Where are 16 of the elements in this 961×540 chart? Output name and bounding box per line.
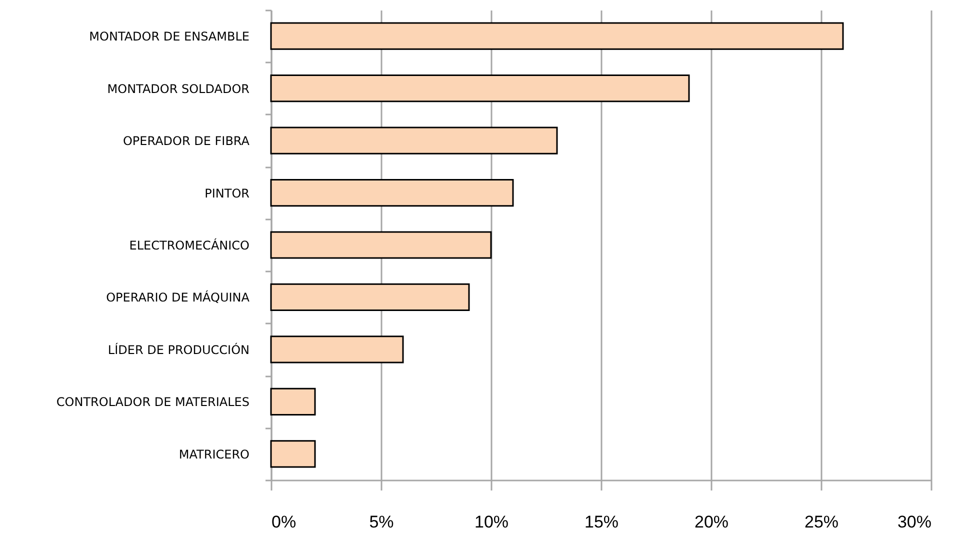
x-tick-label: 30% (897, 512, 932, 532)
x-tick-label: 10% (474, 512, 509, 532)
y-tick-label: LÍDER DE PRODUCCIÓN (108, 342, 250, 357)
y-tick-label: CONTROLADOR DE MATERIALES (56, 395, 250, 410)
y-tick-label: PINTOR (204, 186, 250, 200)
x-tick-label: 25% (804, 512, 839, 532)
y-tick-label: OPERADOR DE FIBRA (122, 134, 250, 148)
y-tick-label: MONTADOR DE ENSAMBLE (89, 30, 250, 44)
x-tick-label: 0% (272, 512, 296, 532)
y-tick-label: ELECTROMECÁNICO (129, 238, 250, 252)
y-tick-label: MATRICERO (178, 447, 250, 462)
x-tick-label: 20% (694, 512, 729, 532)
x-tick-label: 5% (369, 512, 394, 532)
y-tick-label: OPERARIO DE MÁQUINA (106, 290, 250, 305)
y-tick-label: MONTADOR SOLDADOR (107, 82, 250, 96)
x-tick-label: 15% (584, 512, 619, 532)
